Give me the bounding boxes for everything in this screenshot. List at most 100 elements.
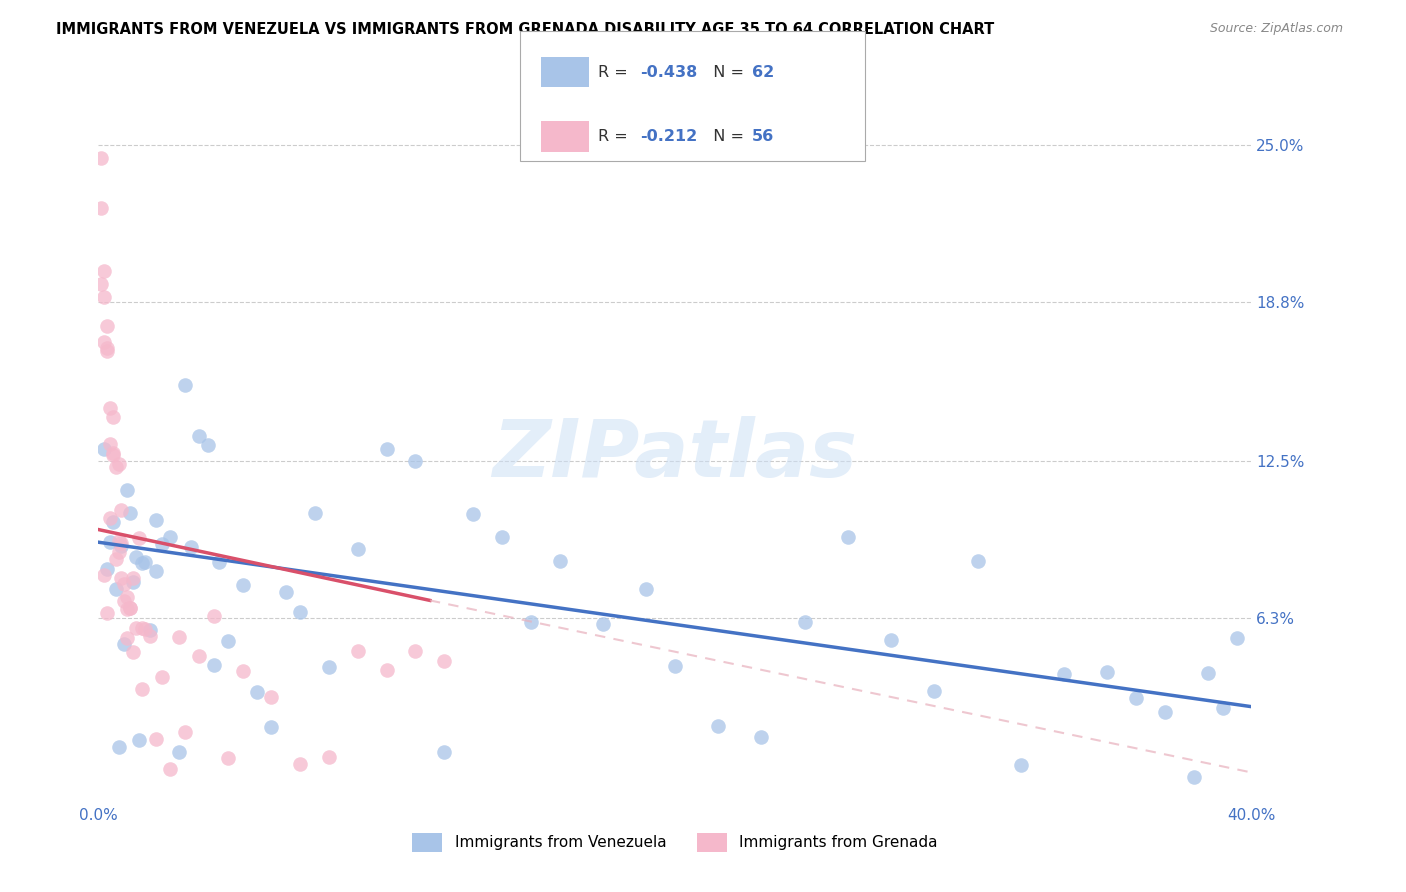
Point	[1097, 665, 1119, 679]
Point	[98, 535, 121, 549]
Point	[131, 621, 153, 635]
Point	[117, 601, 139, 615]
Point	[433, 654, 456, 668]
Legend: Immigrants from Venezuela, Immigrants from Grenada: Immigrants from Venezuela, Immigrants fr…	[406, 827, 943, 858]
Point	[96, 318, 118, 333]
Point	[520, 615, 543, 630]
Point	[110, 536, 132, 550]
Text: N =: N =	[703, 65, 749, 79]
Point	[1182, 771, 1205, 785]
Point	[101, 448, 124, 462]
Text: -0.212: -0.212	[640, 129, 697, 144]
Point	[174, 725, 197, 739]
Point	[101, 515, 124, 529]
Point	[924, 683, 946, 698]
Point	[145, 512, 167, 526]
Point	[260, 720, 283, 734]
Point	[120, 600, 142, 615]
Point	[461, 508, 484, 522]
Point	[290, 757, 312, 772]
Point	[134, 555, 156, 569]
Point	[122, 645, 145, 659]
Point	[174, 378, 197, 392]
Point	[96, 341, 118, 355]
Point	[93, 442, 115, 456]
Point	[128, 531, 150, 545]
Point	[202, 609, 225, 624]
Point	[120, 600, 142, 615]
Point	[880, 633, 903, 648]
Point	[90, 151, 112, 165]
Point	[93, 290, 115, 304]
Point	[139, 624, 162, 638]
Point	[128, 732, 150, 747]
Point	[98, 401, 121, 416]
Point	[117, 483, 139, 497]
Point	[375, 663, 398, 677]
Point	[131, 681, 153, 696]
Point	[125, 621, 148, 635]
Point	[1010, 757, 1032, 772]
Text: -0.438: -0.438	[640, 65, 697, 79]
Point	[101, 410, 124, 425]
Point	[112, 594, 135, 608]
Point	[180, 540, 202, 554]
Point	[112, 576, 135, 591]
Point	[167, 630, 190, 644]
Point	[159, 762, 181, 776]
Point	[101, 446, 124, 460]
Point	[1125, 690, 1147, 705]
Point	[120, 506, 142, 520]
Point	[592, 617, 614, 632]
Point	[491, 530, 513, 544]
Point	[98, 511, 121, 525]
Point	[636, 582, 658, 596]
Point	[1154, 705, 1177, 719]
Point	[110, 503, 132, 517]
Point	[202, 657, 225, 672]
Point	[1226, 631, 1249, 645]
Point	[217, 634, 239, 648]
Point	[966, 554, 988, 568]
Point	[246, 685, 269, 699]
Point	[231, 665, 254, 679]
Point	[707, 719, 730, 733]
Point	[304, 507, 326, 521]
Point	[139, 629, 162, 643]
Point	[93, 264, 115, 278]
Text: R =: R =	[598, 129, 633, 144]
Point	[96, 343, 118, 358]
Point	[90, 277, 112, 292]
Point	[318, 750, 340, 764]
Point	[107, 740, 129, 755]
Point	[104, 582, 127, 596]
Text: IMMIGRANTS FROM VENEZUELA VS IMMIGRANTS FROM GRENADA DISABILITY AGE 35 TO 64 COR: IMMIGRANTS FROM VENEZUELA VS IMMIGRANTS …	[56, 22, 994, 37]
Point	[548, 554, 571, 568]
Point	[405, 454, 427, 468]
Point	[131, 556, 153, 570]
Point	[122, 574, 145, 589]
Point	[104, 552, 127, 566]
Point	[96, 606, 118, 620]
Point	[375, 442, 398, 456]
Point	[260, 690, 283, 704]
Point	[145, 564, 167, 578]
Point	[107, 545, 129, 559]
Point	[104, 459, 127, 474]
Point	[274, 585, 297, 599]
Point	[217, 750, 239, 764]
Point	[346, 644, 368, 658]
Point	[110, 539, 132, 553]
Point	[664, 659, 686, 673]
Point	[90, 201, 112, 215]
Point	[93, 334, 115, 349]
Point	[110, 571, 132, 585]
Point	[125, 550, 148, 565]
Point	[150, 537, 173, 551]
Point	[1197, 665, 1219, 680]
Point	[346, 542, 368, 557]
Point	[93, 568, 115, 582]
Point	[107, 457, 129, 471]
Text: Source: ZipAtlas.com: Source: ZipAtlas.com	[1209, 22, 1343, 36]
Text: 62: 62	[752, 65, 775, 79]
